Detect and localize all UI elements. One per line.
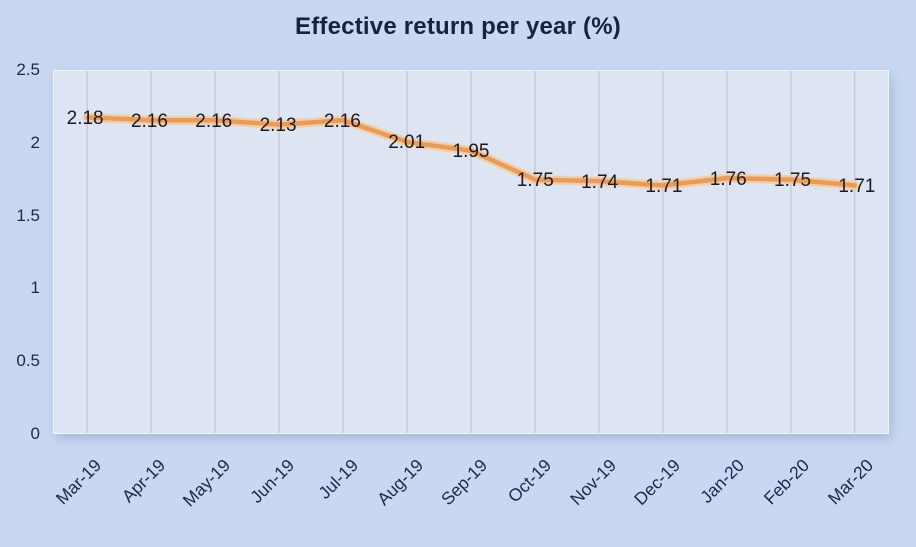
data-label: 1.71 bbox=[838, 176, 876, 198]
y-axis-label: 0 bbox=[30, 424, 40, 443]
data-label: 2.13 bbox=[259, 114, 297, 136]
y-axis-label: 0.5 bbox=[16, 351, 40, 371]
data-label: 1.71 bbox=[645, 176, 683, 198]
line-chart-svg bbox=[82, 71, 860, 433]
y-axis-label: 2.5 bbox=[16, 60, 40, 79]
data-label: 1.76 bbox=[709, 168, 747, 190]
data-label: 2.16 bbox=[195, 110, 233, 132]
data-label: 1.75 bbox=[774, 170, 812, 192]
data-label: 2.16 bbox=[323, 110, 361, 132]
y-axis-label: 1.5 bbox=[16, 205, 40, 225]
data-label: 1.95 bbox=[452, 141, 490, 163]
data-label: 2.16 bbox=[130, 110, 168, 132]
y-axis-label: 2 bbox=[30, 132, 40, 152]
y-axis-label: 1 bbox=[30, 278, 40, 298]
chart-title: Effective return per year (%) bbox=[295, 13, 621, 40]
data-label: 1.75 bbox=[516, 170, 554, 192]
data-label: 2.18 bbox=[66, 107, 104, 129]
data-label: 2.01 bbox=[388, 132, 426, 154]
series-line bbox=[85, 115, 857, 188]
data-label: 1.74 bbox=[581, 171, 619, 193]
plot-area bbox=[53, 70, 889, 434]
